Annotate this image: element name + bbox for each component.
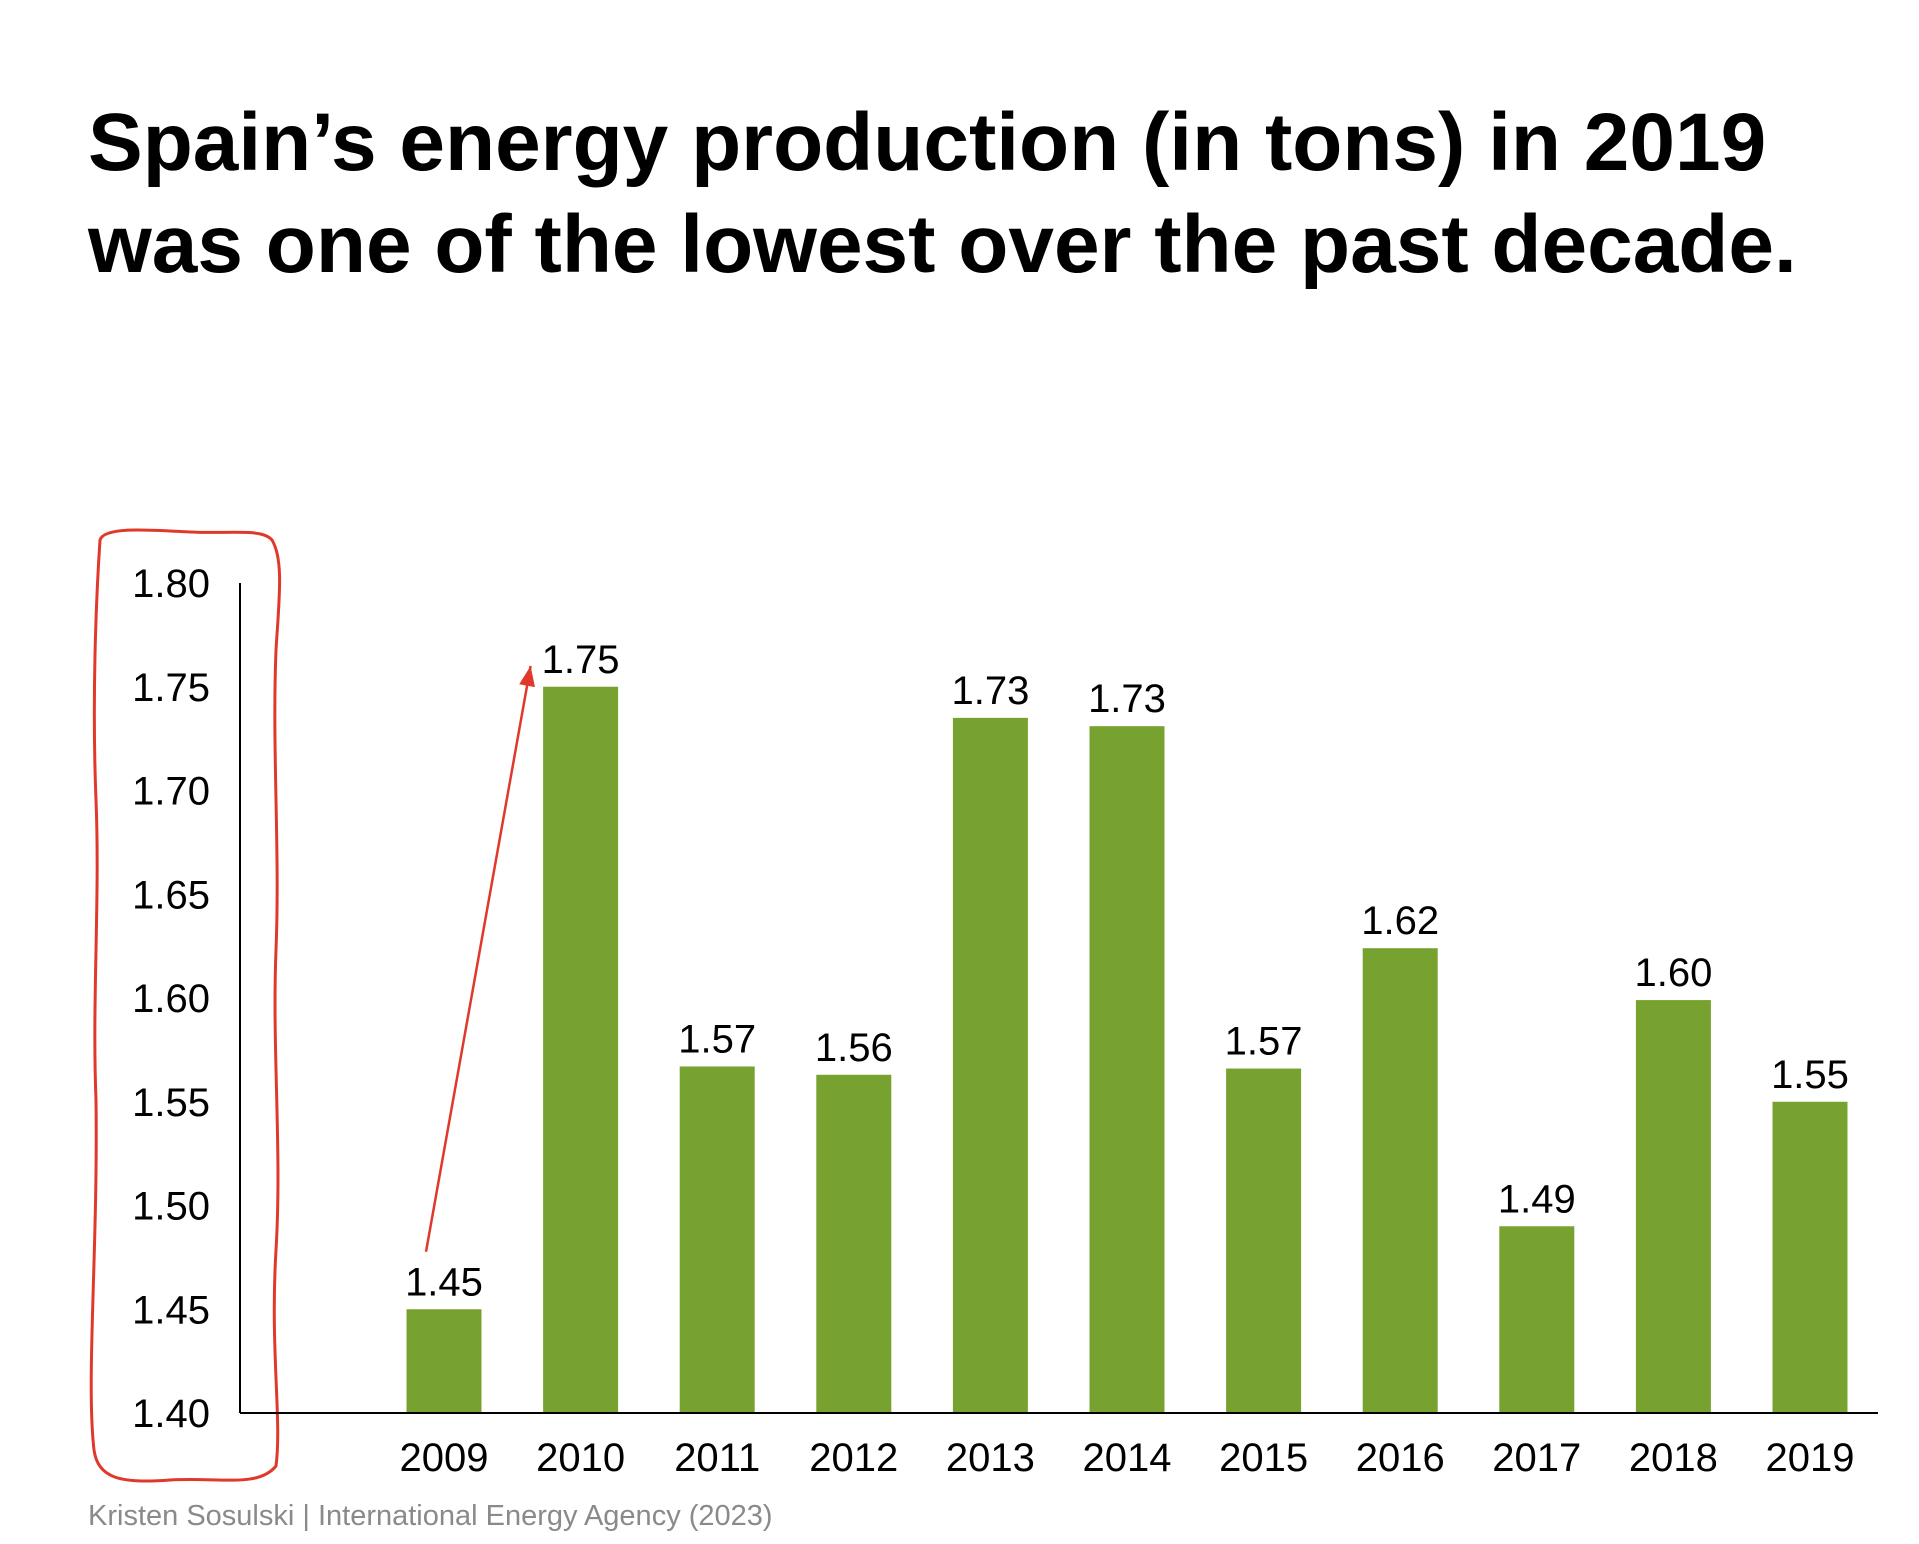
y-axis-highlight-circle xyxy=(89,528,282,1483)
labels-layer: 1.45 2009 1.75 2010 1.57 2011 1.56 2012 1.73 2013… xyxy=(132,562,1854,1480)
bar-2016 xyxy=(1362,948,1438,1413)
bars-layer xyxy=(406,686,1848,1413)
y-tick-label-1.65: 1.65 xyxy=(132,873,210,917)
bar-2011 xyxy=(679,1066,755,1413)
data-label-2018: 1.60 xyxy=(1634,951,1712,995)
y-tick-label-1.45: 1.45 xyxy=(132,1288,210,1332)
y-tick-label-1.75: 1.75 xyxy=(132,666,210,710)
arrow-head xyxy=(519,666,535,688)
x-tick-label-2016: 2016 xyxy=(1356,1436,1445,1480)
x-tick-label-2018: 2018 xyxy=(1629,1436,1718,1480)
data-label-2015: 1.57 xyxy=(1225,1020,1303,1064)
data-label-2019: 1.55 xyxy=(1771,1053,1849,1097)
data-label-2016: 1.62 xyxy=(1361,899,1439,943)
annotation-layer xyxy=(89,528,535,1483)
bar-2010 xyxy=(543,686,619,1413)
bar-2012 xyxy=(816,1074,892,1413)
y-tick-label-1.70: 1.70 xyxy=(132,770,210,814)
x-tick-label-2019: 2019 xyxy=(1766,1436,1855,1480)
source-credit: Kristen Sosulski | International Energy … xyxy=(88,1500,773,1532)
data-label-2013: 1.73 xyxy=(951,669,1029,713)
y-tick-label-1.55: 1.55 xyxy=(132,1081,210,1125)
data-label-2010: 1.75 xyxy=(542,638,620,682)
x-tick-label-2012: 2012 xyxy=(809,1436,898,1480)
bar-2014 xyxy=(1089,726,1165,1413)
bar-2019 xyxy=(1772,1101,1848,1413)
y-tick-label-1.60: 1.60 xyxy=(132,977,210,1021)
axis-layer xyxy=(239,583,1878,1414)
data-label-2009: 1.45 xyxy=(405,1260,483,1304)
x-tick-label-2015: 2015 xyxy=(1219,1436,1308,1480)
data-label-2011: 1.57 xyxy=(678,1017,756,1061)
y-tick-label-1.40: 1.40 xyxy=(132,1392,210,1436)
bar-2015 xyxy=(1226,1068,1302,1413)
y-tick-label-1.80: 1.80 xyxy=(132,562,210,606)
bar-2017 xyxy=(1499,1226,1575,1413)
data-label-2012: 1.56 xyxy=(815,1026,893,1070)
bar-2018 xyxy=(1635,1000,1711,1413)
arrow-line xyxy=(424,665,532,1252)
data-label-2014: 1.73 xyxy=(1088,677,1166,721)
chart-title: Spain’s energy production (in tons) in 2… xyxy=(88,92,1888,296)
x-tick-label-2010: 2010 xyxy=(536,1436,625,1480)
x-tick-label-2011: 2011 xyxy=(674,1436,760,1480)
bar-2009 xyxy=(406,1309,482,1413)
x-tick-label-2009: 2009 xyxy=(400,1436,489,1480)
x-tick-label-2017: 2017 xyxy=(1492,1436,1581,1480)
chart-title-line-1: Spain’s energy production (in tons) in 2… xyxy=(88,97,1767,188)
y-tick-label-1.50: 1.50 xyxy=(132,1185,210,1229)
x-tick-label-2014: 2014 xyxy=(1083,1436,1172,1480)
x-tick-label-2013: 2013 xyxy=(946,1436,1035,1480)
chart-title-line-2: was one of the lowest over the past deca… xyxy=(88,199,1797,290)
data-label-2017: 1.49 xyxy=(1498,1177,1576,1221)
bar-2013 xyxy=(952,717,1028,1413)
